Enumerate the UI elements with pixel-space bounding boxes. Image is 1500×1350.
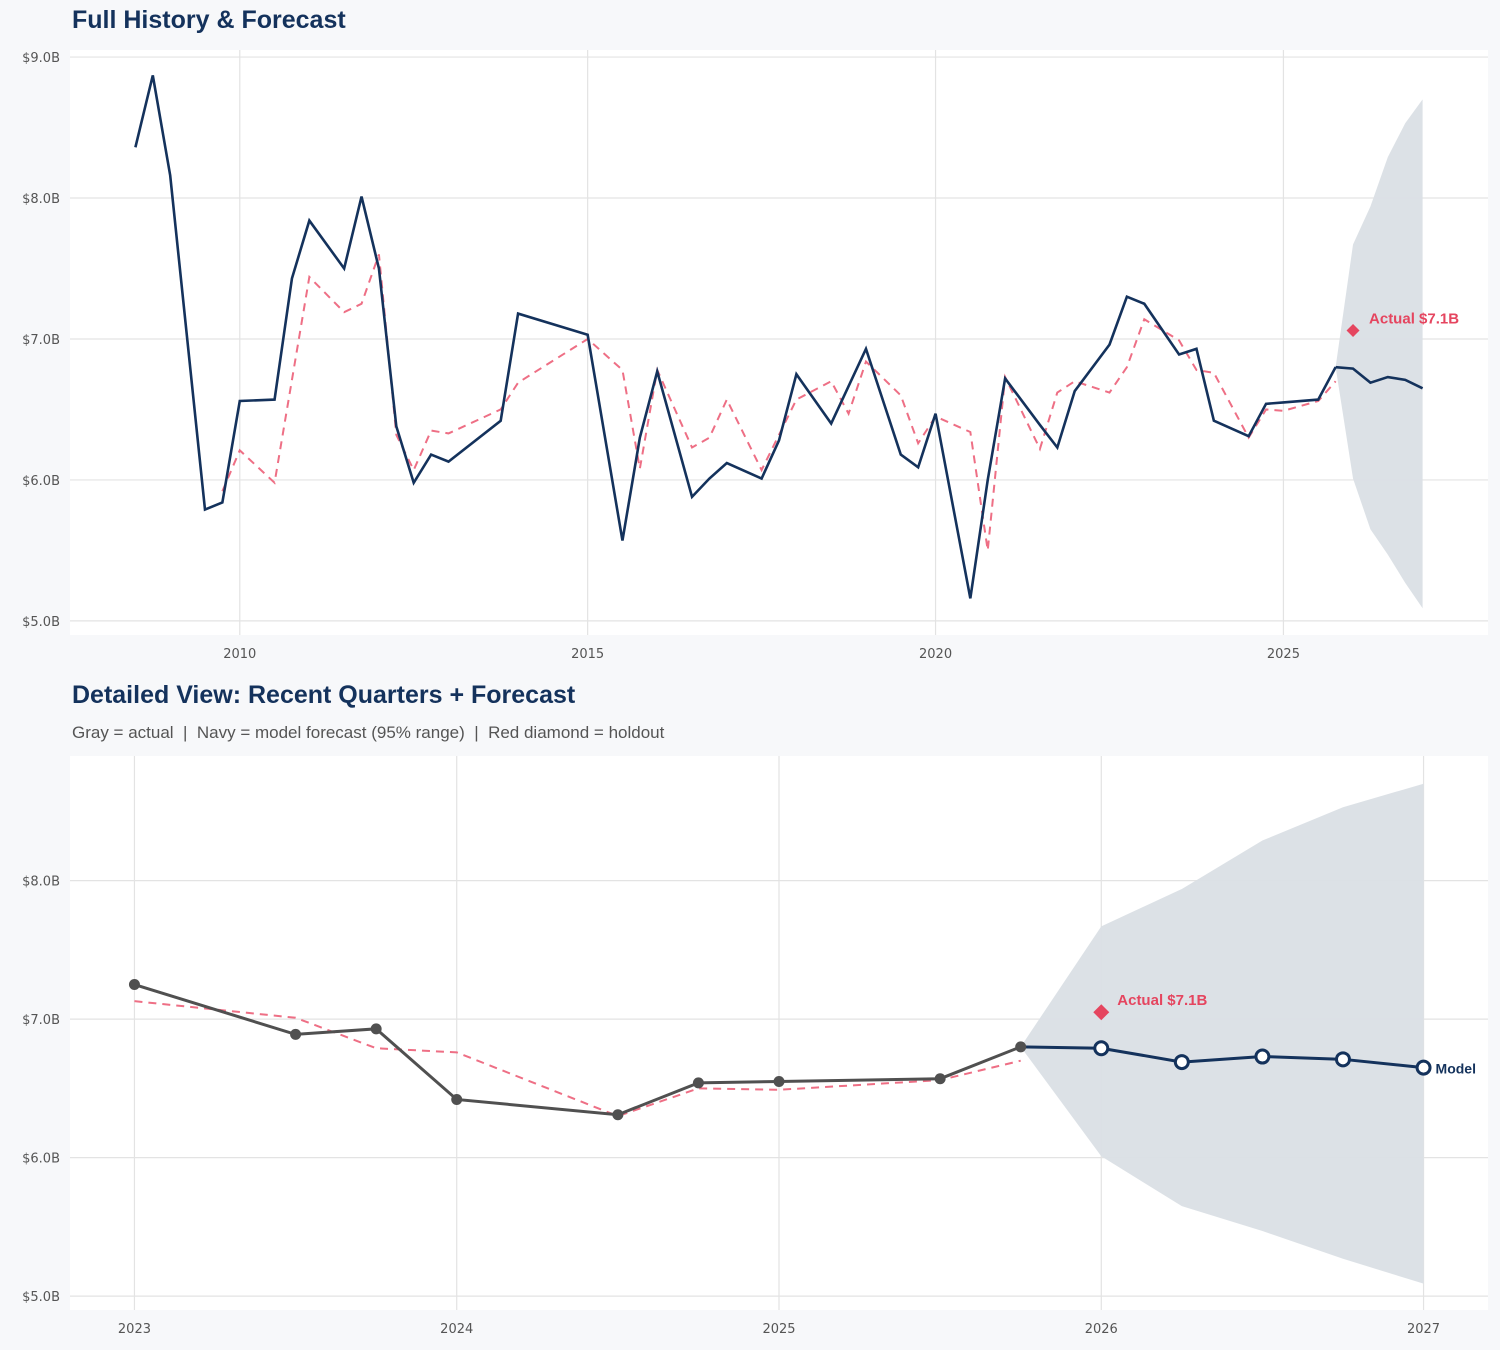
actual-point	[370, 1023, 382, 1035]
y-tick-label: $7.0B	[22, 333, 60, 348]
holdout-diamond	[1093, 1004, 1110, 1021]
y-tick-label: $6.0B	[22, 474, 60, 489]
y-tick-label: $7.0B	[22, 1013, 60, 1028]
bottom-chart-title: Detailed View: Recent Quarters + Forecas…	[72, 681, 576, 709]
holdout-label: Actual $7.1B	[1369, 311, 1459, 328]
x-tick-label: 2010	[223, 647, 256, 662]
actual-point	[290, 1028, 302, 1040]
x-tick-label: 2025	[1267, 647, 1300, 662]
bottom-chart-subtitle: Gray = actual | Navy = model forecast (9…	[72, 723, 665, 742]
forecast-point	[1093, 1040, 1110, 1057]
actual-point	[128, 979, 140, 991]
x-tick-label: 2020	[919, 647, 952, 662]
actual-point	[773, 1075, 785, 1087]
y-tick-label: $5.0B	[22, 1290, 60, 1305]
forecast-point	[1415, 1059, 1432, 1076]
forecast-confidence-band	[1020, 783, 1424, 1284]
forecast-point	[1334, 1051, 1351, 1068]
forecast-line	[1335, 365, 1424, 390]
fitted-line	[134, 1000, 1021, 1118]
forecast-point	[1173, 1054, 1190, 1071]
actual-point	[692, 1077, 704, 1089]
x-tick-label: 2015	[571, 647, 604, 662]
forecast-line	[1020, 1045, 1424, 1070]
forecast-point	[1254, 1048, 1271, 1065]
x-tick-label: 2027	[1407, 1322, 1440, 1337]
plot-area	[70, 50, 1488, 635]
y-tick-label: $5.0B	[22, 615, 60, 630]
actual-point	[612, 1109, 624, 1121]
x-tick-label: 2024	[440, 1322, 473, 1337]
full-history-chart: $5.0B $6.0B $7.0B $8.0B $9.0B 2010 2015 2020 202…	[22, 50, 1488, 662]
top-chart-title: Full History & Forecast	[72, 6, 346, 34]
holdout-label: Actual $7.1B	[1117, 992, 1207, 1009]
x-tick-label: 2025	[762, 1322, 795, 1337]
forecast-confidence-band	[1335, 99, 1423, 609]
actual-point	[451, 1093, 463, 1105]
y-tick-label: $9.0B	[22, 51, 60, 66]
x-tick-label: 2026	[1085, 1322, 1118, 1337]
y-tick-label: $8.0B	[22, 192, 60, 207]
x-tick-label: 2023	[118, 1322, 151, 1337]
forecast-label: Model	[1436, 1061, 1476, 1077]
y-tick-label: $8.0B	[22, 875, 60, 890]
y-tick-label: $6.0B	[22, 1152, 60, 1167]
actual-line	[134, 75, 1337, 599]
actual-point	[934, 1073, 946, 1085]
actual-point	[1015, 1041, 1027, 1053]
holdout-diamond	[1346, 324, 1360, 338]
